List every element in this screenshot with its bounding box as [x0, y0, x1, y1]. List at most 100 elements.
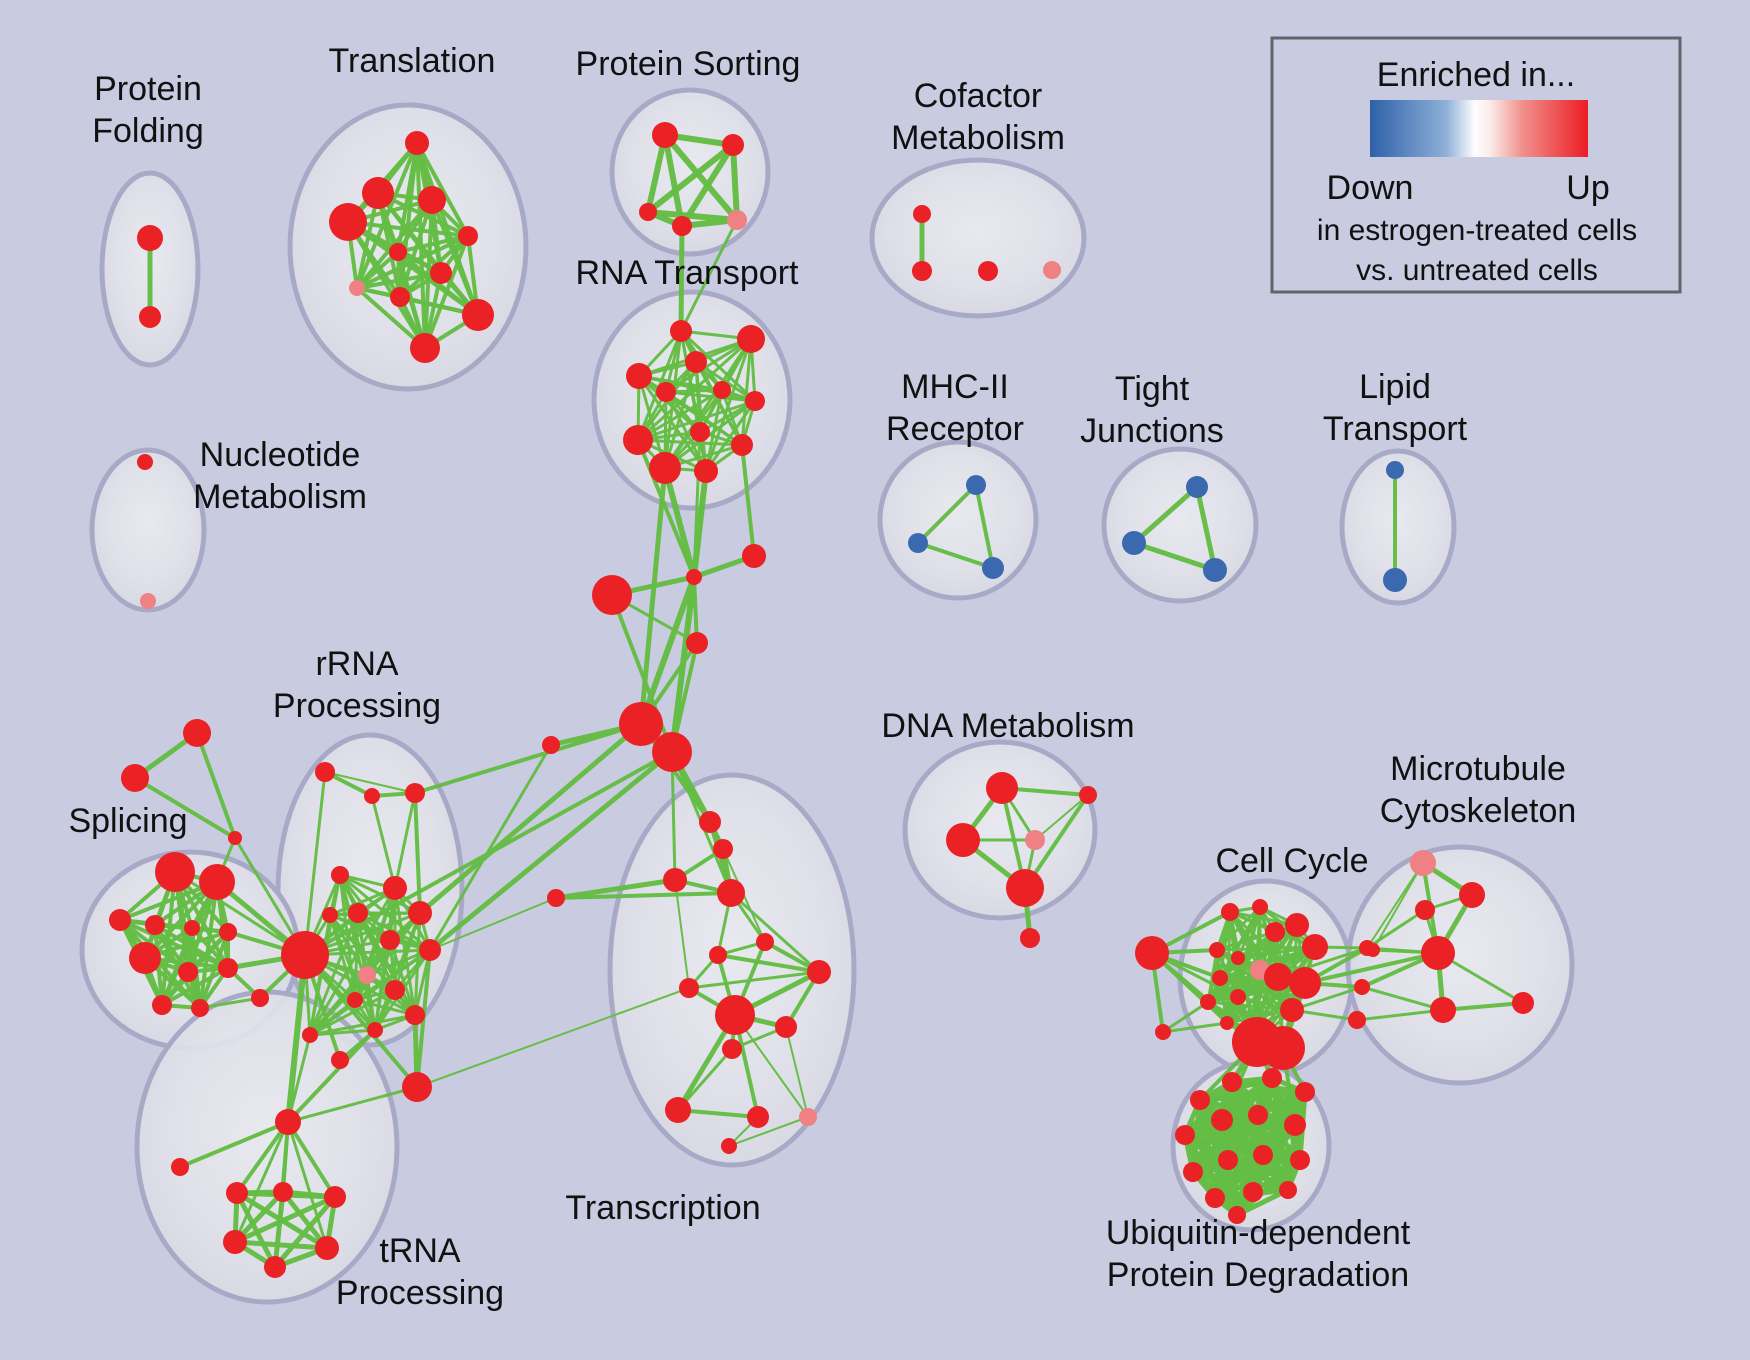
node-sp10[interactable]: [152, 995, 172, 1015]
node-cy13[interactable]: [1280, 998, 1304, 1022]
node-t10[interactable]: [462, 299, 494, 331]
node-cy1[interactable]: [1221, 903, 1239, 921]
node-rt6[interactable]: [713, 381, 731, 399]
node-sp9[interactable]: [218, 958, 238, 978]
node-t8[interactable]: [349, 280, 365, 296]
node-ub2[interactable]: [1222, 1072, 1242, 1092]
node-cy9[interactable]: [1212, 970, 1228, 986]
node-ub16[interactable]: [1228, 1206, 1246, 1224]
node-cy14[interactable]: [1200, 994, 1216, 1010]
node-mt3[interactable]: [1421, 936, 1455, 970]
node-tj3[interactable]: [1203, 558, 1227, 582]
node-tx5[interactable]: [709, 946, 727, 964]
node-ub4[interactable]: [1295, 1082, 1315, 1102]
node-rt10[interactable]: [731, 434, 753, 456]
node-pf1[interactable]: [137, 225, 163, 251]
cluster-cofactor-metabolism[interactable]: [869, 157, 1087, 319]
node-mt5[interactable]: [1512, 992, 1534, 1014]
node-rt11[interactable]: [649, 452, 681, 484]
node-rr10[interactable]: [347, 992, 363, 1008]
node-rr8[interactable]: [358, 966, 376, 984]
node-t1[interactable]: [405, 131, 429, 155]
node-cf1[interactable]: [913, 205, 931, 223]
node-dm4[interactable]: [1025, 830, 1045, 850]
node-rr3[interactable]: [348, 903, 368, 923]
node-cy10[interactable]: [1230, 989, 1246, 1005]
node-cc7[interactable]: [542, 736, 560, 754]
node-cy6[interactable]: [1209, 942, 1225, 958]
node-cy11[interactable]: [1264, 963, 1292, 991]
node-mtp[interactable]: [1410, 850, 1436, 876]
node-ub15[interactable]: [1279, 1181, 1297, 1199]
node-nm2[interactable]: [140, 593, 156, 609]
node-cc4[interactable]: [686, 632, 708, 654]
node-t5[interactable]: [458, 226, 478, 246]
node-lp1[interactable]: [1386, 461, 1404, 479]
node-sp8[interactable]: [178, 962, 198, 982]
node-rrm3[interactable]: [405, 783, 425, 803]
node-dm6[interactable]: [1020, 928, 1040, 948]
node-t6[interactable]: [389, 243, 407, 261]
node-rr1[interactable]: [331, 866, 349, 884]
node-rr15[interactable]: [402, 1072, 432, 1102]
node-tx11[interactable]: [665, 1097, 691, 1123]
node-cc1[interactable]: [592, 575, 632, 615]
node-rr13[interactable]: [331, 1051, 349, 1069]
node-ps2[interactable]: [722, 134, 744, 156]
node-sp11[interactable]: [191, 999, 209, 1017]
node-rr2[interactable]: [383, 876, 407, 900]
node-rr11[interactable]: [405, 1005, 425, 1025]
node-trl[interactable]: [171, 1158, 189, 1176]
node-tx4[interactable]: [717, 879, 745, 907]
node-sp3[interactable]: [109, 909, 131, 931]
node-ub12[interactable]: [1290, 1150, 1310, 1170]
node-sp2[interactable]: [199, 864, 235, 900]
node-pf2[interactable]: [139, 306, 161, 328]
node-tx14[interactable]: [721, 1138, 737, 1154]
node-sp4[interactable]: [145, 915, 165, 935]
node-cy20[interactable]: [1348, 1011, 1366, 1029]
node-ub8[interactable]: [1284, 1114, 1306, 1136]
node-tx2[interactable]: [713, 839, 733, 859]
node-mh1[interactable]: [966, 475, 986, 495]
node-st3[interactable]: [228, 831, 242, 845]
node-trc6[interactable]: [264, 1256, 286, 1278]
node-dm1[interactable]: [986, 772, 1018, 804]
node-cy17[interactable]: [1155, 1024, 1171, 1040]
node-tx6[interactable]: [756, 933, 774, 951]
node-st2[interactable]: [121, 764, 149, 792]
cluster-mhc-ii-receptor[interactable]: [877, 439, 1039, 601]
node-sp6[interactable]: [219, 923, 237, 941]
node-cy15[interactable]: [1220, 1016, 1234, 1030]
node-rt9[interactable]: [690, 422, 710, 442]
node-rr16[interactable]: [251, 989, 269, 1007]
node-rt3[interactable]: [626, 363, 652, 389]
node-ub13[interactable]: [1205, 1188, 1225, 1208]
node-rrm1[interactable]: [315, 762, 335, 782]
node-trc3[interactable]: [324, 1186, 346, 1208]
node-cc3[interactable]: [742, 544, 766, 568]
node-txb1[interactable]: [547, 889, 565, 907]
node-mt6[interactable]: [1366, 943, 1380, 957]
node-rt8[interactable]: [623, 425, 653, 455]
node-ub11[interactable]: [1253, 1145, 1273, 1165]
node-cf4[interactable]: [1043, 261, 1061, 279]
node-ub14[interactable]: [1243, 1182, 1263, 1202]
node-trc2[interactable]: [273, 1182, 293, 1202]
node-t9[interactable]: [390, 287, 410, 307]
node-cf3[interactable]: [978, 261, 998, 281]
node-tx12[interactable]: [747, 1106, 769, 1128]
node-cc2[interactable]: [686, 569, 702, 585]
node-trc1[interactable]: [226, 1182, 248, 1204]
node-tx13[interactable]: [799, 1108, 817, 1126]
node-cy3[interactable]: [1265, 922, 1285, 942]
node-mt2[interactable]: [1415, 900, 1435, 920]
cluster-tight-junctions[interactable]: [1101, 446, 1259, 604]
node-ub6[interactable]: [1211, 1109, 1233, 1131]
node-rr14[interactable]: [302, 1027, 318, 1043]
node-cy2[interactable]: [1252, 899, 1268, 915]
node-trh[interactable]: [275, 1109, 301, 1135]
node-rr5[interactable]: [408, 901, 432, 925]
node-rt2[interactable]: [737, 325, 765, 353]
node-ub5[interactable]: [1175, 1125, 1195, 1145]
